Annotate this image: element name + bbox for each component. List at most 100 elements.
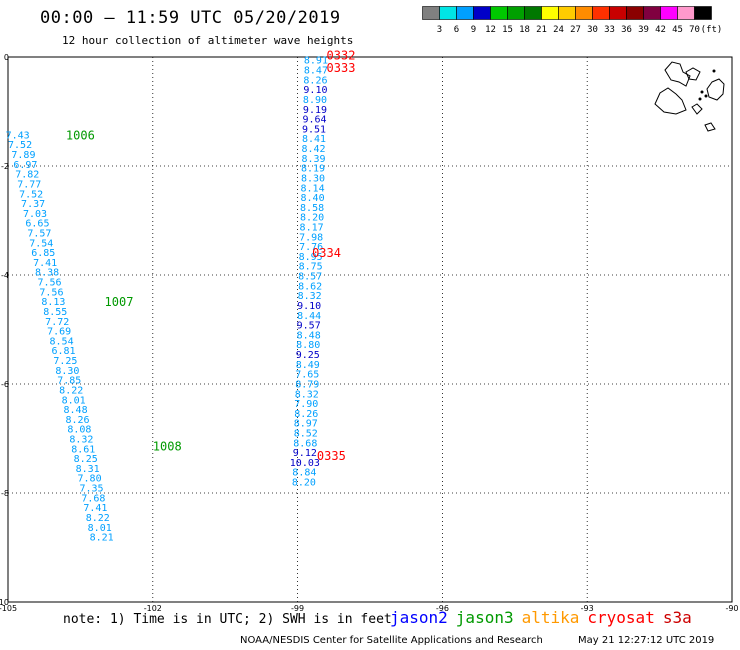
colorbar-tick-label: 36: [621, 25, 632, 35]
wave-height-label: 8.62: [298, 281, 322, 292]
island-dot: [698, 97, 702, 101]
wave-height-label: 7.82: [15, 170, 39, 181]
wave-height-label: 8.01: [88, 523, 112, 534]
plot-frame: [7, 56, 733, 603]
wave-height-label: 8.48: [64, 405, 88, 416]
wave-height-label: 7.41: [33, 258, 57, 269]
colorbar-tick-label: (ft): [701, 25, 723, 35]
wave-height-label: 8.91: [304, 56, 328, 67]
wave-height-label: 8.80: [296, 340, 320, 351]
track-id-label: 0332: [327, 48, 356, 62]
y-tick-label: -8: [1, 489, 9, 498]
wave-height-label: 8.14: [301, 183, 325, 194]
wave-height-label: 8.26: [303, 75, 327, 86]
colorbar-tick-label: 15: [502, 25, 513, 35]
satellite-legend-item: jason3: [455, 608, 514, 627]
colorbar-tick-label: 45: [672, 25, 683, 35]
wave-height-label: 7.25: [53, 356, 77, 367]
y-tick-label: -2: [1, 162, 9, 171]
island-dot: [700, 90, 704, 94]
wave-height-label: 7.57: [27, 228, 51, 239]
wave-height-label: 7.52: [19, 189, 43, 200]
satellite-legend-item: jason2: [390, 608, 448, 627]
wave-height-label: 7.54: [29, 238, 53, 249]
wave-height-label: 8.30: [55, 366, 79, 377]
wave-height-label: 8.20: [300, 213, 324, 224]
coastline-islands: [654, 61, 725, 132]
colorbar-tick-label: 42: [655, 25, 666, 35]
x-tick-label: -90: [725, 604, 738, 613]
island-outline: [654, 87, 687, 115]
wave-height-label: 8.49: [296, 360, 320, 371]
chart-subtitle: 12 hour collection of altimeter wave hei…: [62, 34, 354, 47]
colorbar-swatch: [694, 6, 712, 20]
footer-timestamp: May 21 12:27:12 UTC 2019: [578, 635, 715, 646]
color-legend: 3 6 9 12 15 18 21 24 27 30 33 36 39 42 45 70 (ft): [422, 6, 723, 35]
wave-height-label: 9.51: [302, 124, 326, 135]
island-dot: [712, 69, 716, 73]
y-tick-label: -6: [1, 380, 9, 389]
wave-height-label: 7.65: [295, 370, 319, 381]
island-outline: [704, 122, 716, 132]
colorbar-tick-label: 70: [689, 25, 700, 35]
colorbar-tick-label: 21: [536, 25, 547, 35]
wave-height-label: 8.54: [50, 336, 74, 347]
wave-height-label: 8.55: [43, 307, 67, 318]
wave-height-label: 8.47: [304, 66, 328, 77]
wave-height-label: 8.17: [300, 222, 324, 233]
colorbar-tick-label: 27: [570, 25, 581, 35]
chart-title: 00:00 – 11:59 UTC 05/20/2019: [40, 8, 341, 28]
wave-height-label: 7.56: [39, 287, 63, 298]
wave-height-label: 8.42: [301, 144, 325, 155]
footer-credit: NOAA/NESDIS Center for Satellite Applica…: [240, 635, 543, 646]
wave-height-label: 7.68: [81, 493, 105, 504]
wave-height-label: 9.25: [296, 350, 320, 361]
wave-height-label: 9.19: [303, 105, 327, 116]
wave-height-label: 8.26: [294, 409, 318, 420]
wave-height-label: 7.98: [299, 232, 323, 243]
wave-height-label: 8.21: [90, 533, 114, 544]
colorbar-tick-label: 12: [485, 25, 496, 35]
wave-height-label: 9.64: [302, 115, 326, 126]
wave-height-label: 8.44: [297, 311, 321, 322]
wave-height-label: 7.89: [11, 150, 35, 161]
wave-height-label: 8.38: [35, 268, 59, 279]
wave-height-label: 8.22: [86, 513, 110, 524]
wave-height-label: 7.43: [6, 130, 30, 141]
wave-height-label: 6.81: [51, 346, 75, 357]
colorbar-tick-label: 3: [437, 25, 442, 35]
colorbar-tick-label: 24: [553, 25, 564, 35]
track-id-label: 0334: [312, 246, 341, 260]
wave-height-label: 8.19: [301, 164, 325, 175]
colorbar-tick-label: 9: [471, 25, 476, 35]
island-outline: [664, 61, 691, 87]
wave-height-label: 8.20: [292, 478, 316, 489]
satellite-legend: jason2 jason3 altika cryosat s3a: [390, 608, 700, 627]
wave-height-label: 8.95: [299, 252, 323, 263]
x-tick-label: -105: [0, 604, 17, 613]
island-dot: [704, 94, 708, 98]
wave-height-label: 8.13: [41, 297, 65, 308]
island-outline: [706, 78, 725, 101]
colorbar-tick-label: 33: [604, 25, 615, 35]
wave-height-label: 8.39: [301, 154, 325, 165]
colorbar-tick-label: 39: [638, 25, 649, 35]
satellite-legend-item: cryosat: [587, 608, 655, 627]
footer-note: note: 1) Time is in UTC; 2) SWH is in fe…: [63, 612, 392, 627]
wave-height-label: 7.77: [17, 179, 41, 190]
wave-height-label: 8.90: [303, 95, 327, 106]
wave-height-label: 8.40: [301, 193, 325, 204]
wave-height-label: 7.72: [45, 317, 69, 328]
wave-height-label: 8.58: [300, 203, 324, 214]
wave-height-label: 9.10: [297, 301, 321, 312]
wave-height-label: 8.22: [59, 385, 83, 396]
wave-height-label: 9.57: [297, 321, 321, 332]
wave-height-label: 7.03: [23, 209, 47, 220]
wave-height-label: 8.48: [297, 330, 321, 341]
wave-height-label: 6.85: [31, 248, 55, 259]
wave-height-label: 6.97: [13, 160, 37, 171]
wave-height-label: 6.65: [25, 219, 49, 230]
wave-height-label: 9.10: [303, 85, 327, 96]
wave-height-label: 8.32: [69, 435, 93, 446]
